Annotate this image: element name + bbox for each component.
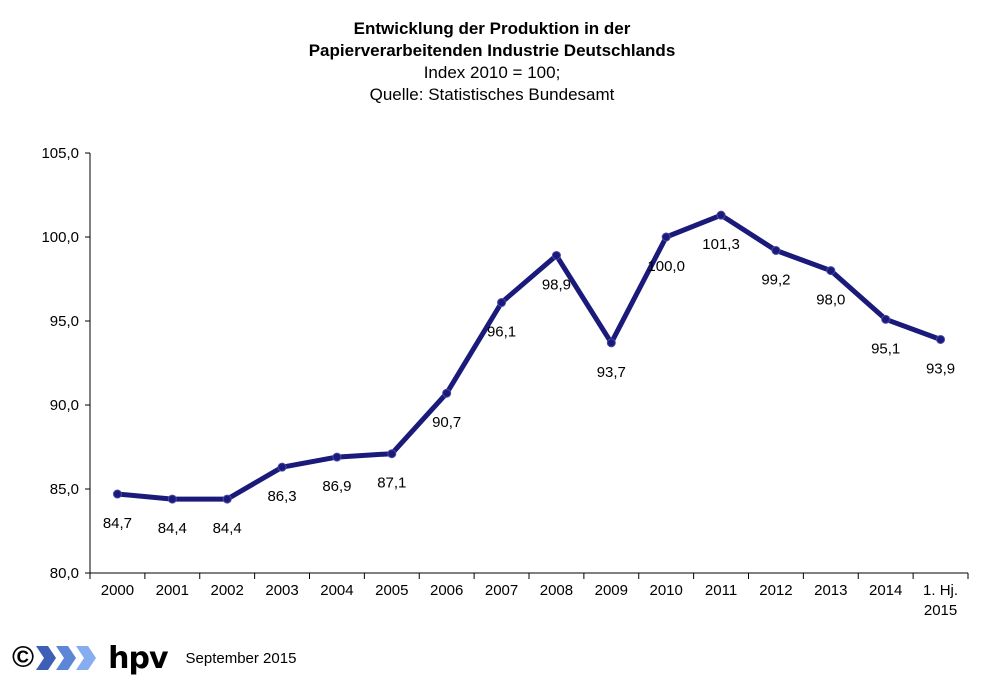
data-point [661, 232, 671, 242]
data-point [826, 266, 836, 276]
data-label: 100,0 [647, 258, 685, 275]
data-point [771, 245, 781, 255]
data-point [606, 338, 616, 348]
data-label: 98,0 [816, 292, 845, 309]
y-tick-label: 85,0 [50, 481, 79, 498]
line-chart: 80,0 85,0 90,0 95,0 100,0 105,0 2000 2001 2002 20… [41, 145, 969, 619]
data-point [112, 489, 122, 499]
x-tick-label: 2006 [430, 582, 463, 599]
copyright-symbol: © [12, 641, 35, 674]
data-point [332, 452, 342, 462]
y-tick-label: 95,0 [50, 313, 79, 330]
x-tick-label: 2012 [759, 582, 792, 599]
data-label: 84,4 [213, 520, 242, 537]
data-label: 86,9 [322, 478, 351, 495]
x-tick-label: 2013 [814, 582, 847, 599]
data-point [167, 494, 177, 504]
x-tick-label: 2014 [869, 582, 902, 599]
data-label: 98,9 [542, 276, 571, 293]
chart-title-block: Entwicklung der Produktion in der Papier… [0, 18, 984, 106]
data-label: 90,7 [432, 414, 461, 431]
data-label: 86,3 [267, 488, 296, 505]
brand-logo-text: hpv [108, 640, 168, 676]
hpv-logo-icon [36, 646, 97, 670]
data-point [551, 250, 561, 260]
data-label: 99,2 [761, 271, 790, 288]
data-point [387, 449, 397, 459]
y-tick-label: 80,0 [50, 565, 79, 582]
x-tick-label: 2009 [595, 582, 628, 599]
data-point [277, 462, 287, 472]
y-tick-label: 105,0 [41, 145, 79, 162]
data-label: 87,1 [377, 475, 406, 492]
data-label: 93,7 [597, 364, 626, 381]
data-label: 93,9 [926, 360, 955, 377]
chart-title-line-2: Papierverarbeitenden Industrie Deutschla… [308, 41, 676, 60]
data-point [222, 494, 232, 504]
data-label: 101,3 [702, 236, 740, 253]
y-tick-label: 90,0 [50, 397, 79, 414]
footer-date: September 2015 [185, 649, 297, 667]
data-label: 96,1 [487, 324, 516, 341]
x-tick-label: 2005 [375, 582, 408, 599]
x-tick-label: 2000 [101, 582, 134, 599]
series-line [114, 212, 944, 502]
x-tick-label: 2008 [540, 582, 573, 599]
y-tick-label: 100,0 [41, 229, 79, 246]
chart-subtitle-line-1: Index 2010 = 100; [423, 63, 561, 82]
data-point [442, 388, 452, 398]
data-label: 84,4 [158, 520, 187, 537]
footer: © hpv September 2015 [12, 640, 296, 676]
x-tick-label: 2011 [705, 582, 737, 599]
x-tick-label: 2002 [211, 582, 244, 599]
x-tick-label: 2003 [265, 582, 298, 599]
data-point [881, 314, 891, 324]
data-label: 95,1 [871, 340, 900, 357]
data-point [936, 334, 946, 344]
x-tick-label: 1. Hj. 2015 [923, 582, 958, 619]
x-tick-label: 2007 [485, 582, 518, 599]
chart-title-line-1: Entwicklung der Produktion in der [353, 19, 631, 38]
data-point [497, 298, 507, 308]
data-point [716, 210, 726, 220]
x-tick-label: 2001 [156, 582, 189, 599]
chart-subtitle-line-2: Quelle: Statistisches Bundesamt [369, 85, 615, 104]
x-tick-label: 2010 [650, 582, 683, 599]
x-tick-label: 2004 [320, 582, 353, 599]
data-label: 84,7 [103, 515, 132, 532]
